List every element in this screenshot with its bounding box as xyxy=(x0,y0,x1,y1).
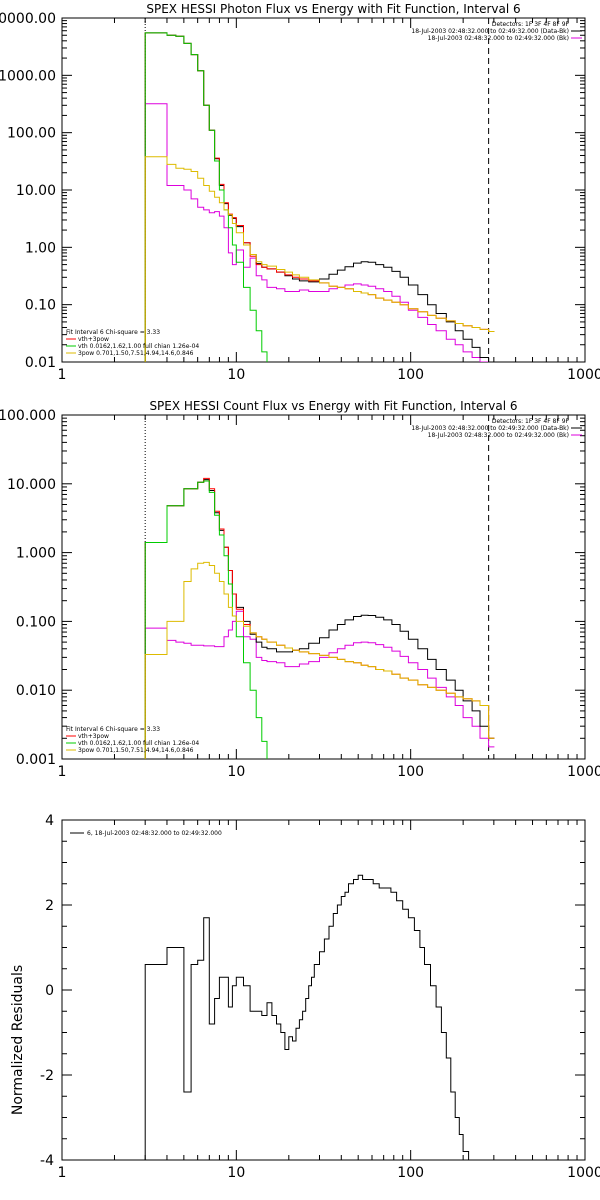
chart-title: SPEX HESSI Photon Flux vs Energy with Fi… xyxy=(146,2,520,16)
plot-frame xyxy=(61,819,586,1161)
legend-entry: vth 0.0162,1.62,1.00 full chian 1.26e-04 xyxy=(78,343,199,350)
series-data-line xyxy=(144,479,495,759)
legend-entry: vth+3pow xyxy=(78,733,109,740)
y-tick-label: 2 xyxy=(45,898,54,914)
legend-entry: Fit Interval 6 Chi-square = 3.33 xyxy=(66,329,160,336)
x-tick-label: 1 xyxy=(58,367,67,383)
series-vth-3pow-line xyxy=(144,32,495,362)
count-flux-panel: SPEX HESSI Count Flux vs Energy with Fit… xyxy=(0,399,600,780)
y-tick-label: 0 xyxy=(45,983,54,999)
header-text: 18-Jul-2003 02:48:32.000 to 02:49:32.000… xyxy=(428,35,569,42)
plot-frame xyxy=(61,17,586,363)
series-vth-line xyxy=(144,480,274,759)
legend-entry: 6, 18-Jul-2003 02:48:32.000 to 02:49:32.… xyxy=(87,830,222,837)
y-tick-label: -2 xyxy=(40,1068,54,1084)
legend-entry: Fit Interval 6 Chi-square = 3.33 xyxy=(66,726,160,733)
series-vth-3pow-line xyxy=(144,477,495,759)
y-tick-label: 0.010 xyxy=(16,683,56,699)
x-tick-label: 100 xyxy=(397,367,424,383)
plot-frame xyxy=(61,414,586,760)
residuals-panel: 1 10 100 1000 4 2 0 -2 -4 Normalized Residuals 6, … xyxy=(10,813,600,1181)
x-tick-label: 10 xyxy=(227,1165,245,1181)
x-tick-label: 1 xyxy=(58,764,67,780)
y-tick-label: 0.01 xyxy=(25,355,56,371)
x-tick-label: 1000 xyxy=(567,1165,600,1181)
header-text: Detectors: 1F 3F 4F 8F 9F xyxy=(492,418,570,425)
header-text: 18-Jul-2003 02:48:32.000 to 02:49:32.000… xyxy=(411,425,569,432)
legend-entry: 3pow 0.701,1.50,7.51,4.94,14.6,0.846 xyxy=(78,350,194,357)
chart-title: SPEX HESSI Count Flux vs Energy with Fit… xyxy=(149,399,517,413)
y-tick-label: 0.100 xyxy=(16,614,56,630)
y-tick-label: 100.000 xyxy=(0,408,56,424)
x-tick-label: 1000 xyxy=(567,764,600,780)
y-tick-label: 1.000 xyxy=(16,546,56,562)
legend-entry: vth 0.0162,1.62,1.00 full chian 1.26e-04 xyxy=(78,740,199,747)
y-tick-label: 10.00 xyxy=(16,183,56,199)
series-background-line xyxy=(144,610,495,759)
photon-flux-panel: SPEX HESSI Photon Flux vs Energy with Fi… xyxy=(0,2,600,383)
series-3pow-line xyxy=(144,561,495,759)
legend-entry: vth+3pow xyxy=(78,336,109,343)
y-tick-label: 0.001 xyxy=(16,752,56,768)
header-text: 18-Jul-2003 02:48:32.000 to 02:49:32.000… xyxy=(428,432,569,439)
y-axis-label: Normalized Residuals xyxy=(10,965,26,1115)
x-tick-label: 100 xyxy=(397,764,424,780)
series-3pow-line xyxy=(144,156,495,362)
y-tick-label: 100.00 xyxy=(7,126,56,142)
x-tick-label: 1 xyxy=(58,1165,67,1181)
x-tick-label: 10 xyxy=(227,764,245,780)
y-tick-label: 1000.00 xyxy=(0,68,56,84)
header-text: 18-Jul-2003 02:48:32.000 to 02:49:32.000… xyxy=(411,28,569,35)
header-text: Detectors: 1F 3F 4F 8F 9F xyxy=(492,21,570,28)
series-residuals-line xyxy=(144,874,470,1160)
y-tick-label: 10.000 xyxy=(7,477,56,493)
series-vth-line xyxy=(144,32,274,362)
x-tick-label: 10 xyxy=(227,367,245,383)
legend-entry: 3pow 0.701,1.50,7.51,4.94,14.6,0.846 xyxy=(78,747,194,754)
y-tick-label: -4 xyxy=(40,1153,54,1169)
series-background-line xyxy=(144,103,490,362)
y-tick-label: 1.00 xyxy=(25,240,56,256)
y-tick-label: 4 xyxy=(45,813,54,829)
x-tick-label: 1000 xyxy=(567,367,600,383)
y-tick-label: 0.10 xyxy=(25,298,56,314)
x-tick-label: 100 xyxy=(397,1165,424,1181)
